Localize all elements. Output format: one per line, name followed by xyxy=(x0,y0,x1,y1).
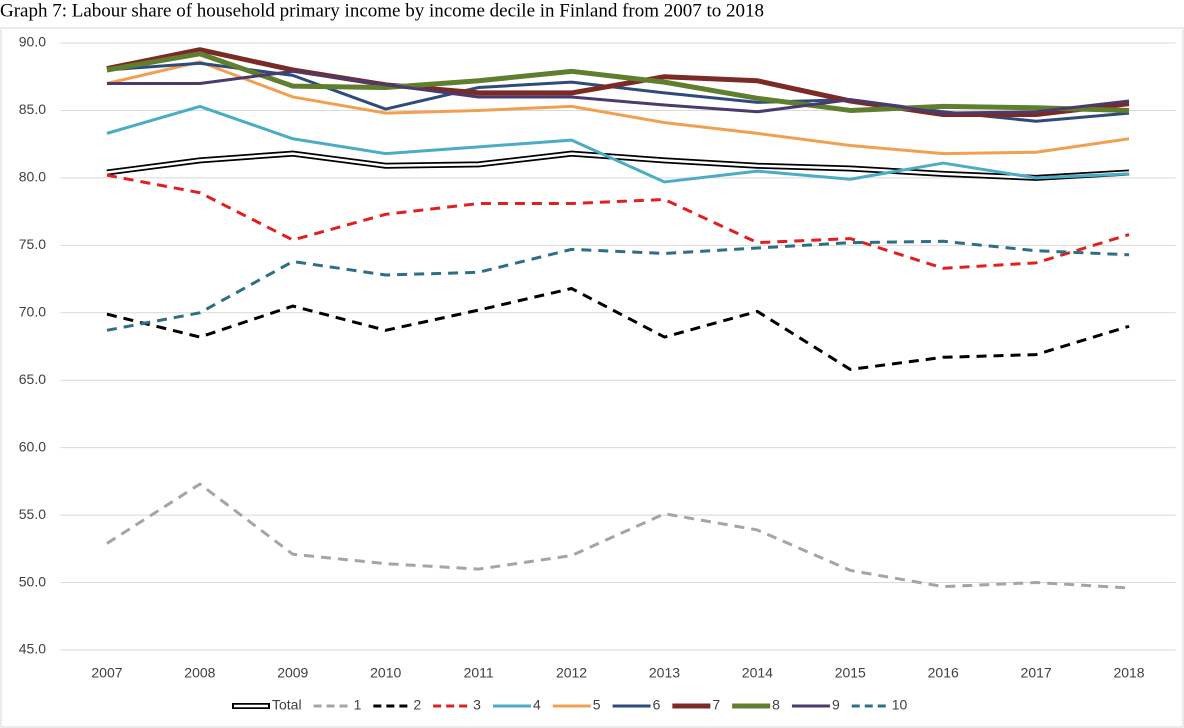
series-line-inner xyxy=(106,152,1130,180)
y-tick-label: 60.0 xyxy=(19,438,46,454)
x-tick-label: 2010 xyxy=(370,665,401,681)
y-tick-label: 55.0 xyxy=(19,506,46,522)
legend-label: 10 xyxy=(892,697,908,713)
legend-label: Total xyxy=(272,697,302,713)
series-line xyxy=(106,104,1130,184)
series-line xyxy=(106,60,1130,156)
x-tick-label: 2014 xyxy=(742,665,773,681)
legend-label: 6 xyxy=(653,697,661,713)
chart-title: Graph 7: Labour share of household prima… xyxy=(0,0,764,21)
series-line xyxy=(106,51,1130,113)
x-tick-label: 2013 xyxy=(649,665,680,681)
legend-label: 9 xyxy=(832,697,840,713)
x-tick-label: 2012 xyxy=(556,665,587,681)
legend-label: 8 xyxy=(772,697,780,713)
x-tick-label: 2009 xyxy=(277,665,308,681)
x-tick-label: 2011 xyxy=(464,665,494,681)
series-line xyxy=(106,239,1130,332)
x-tick-label: 2007 xyxy=(91,665,122,681)
series-line xyxy=(106,47,1130,117)
legend-label: 5 xyxy=(593,697,601,713)
y-tick-label: 75.0 xyxy=(19,236,46,252)
y-tick-label: 45.0 xyxy=(19,641,46,657)
x-tick-label: 2018 xyxy=(1113,665,1144,681)
series-line xyxy=(106,286,1130,371)
series-line xyxy=(106,173,1130,270)
y-tick-label: 85.0 xyxy=(19,101,46,117)
y-tick-label: 65.0 xyxy=(19,371,46,387)
x-tick-label: 2017 xyxy=(1021,665,1052,681)
series-line xyxy=(106,482,1130,590)
legend-label: 2 xyxy=(413,697,421,713)
y-tick-label: 70.0 xyxy=(19,303,46,319)
series-line xyxy=(106,69,1130,115)
y-tick-label: 50.0 xyxy=(19,573,46,589)
legend-label: 3 xyxy=(473,697,481,713)
y-tick-label: 90.0 xyxy=(19,34,46,50)
x-tick-label: 2016 xyxy=(928,665,959,681)
legend-label: 7 xyxy=(712,697,720,713)
x-tick-label: 2015 xyxy=(835,665,866,681)
chart-border xyxy=(0,27,1184,728)
legend-label: 1 xyxy=(354,697,362,713)
legend-label: 4 xyxy=(533,697,541,713)
x-tick-label: 2008 xyxy=(184,665,215,681)
y-tick-label: 80.0 xyxy=(19,169,46,185)
